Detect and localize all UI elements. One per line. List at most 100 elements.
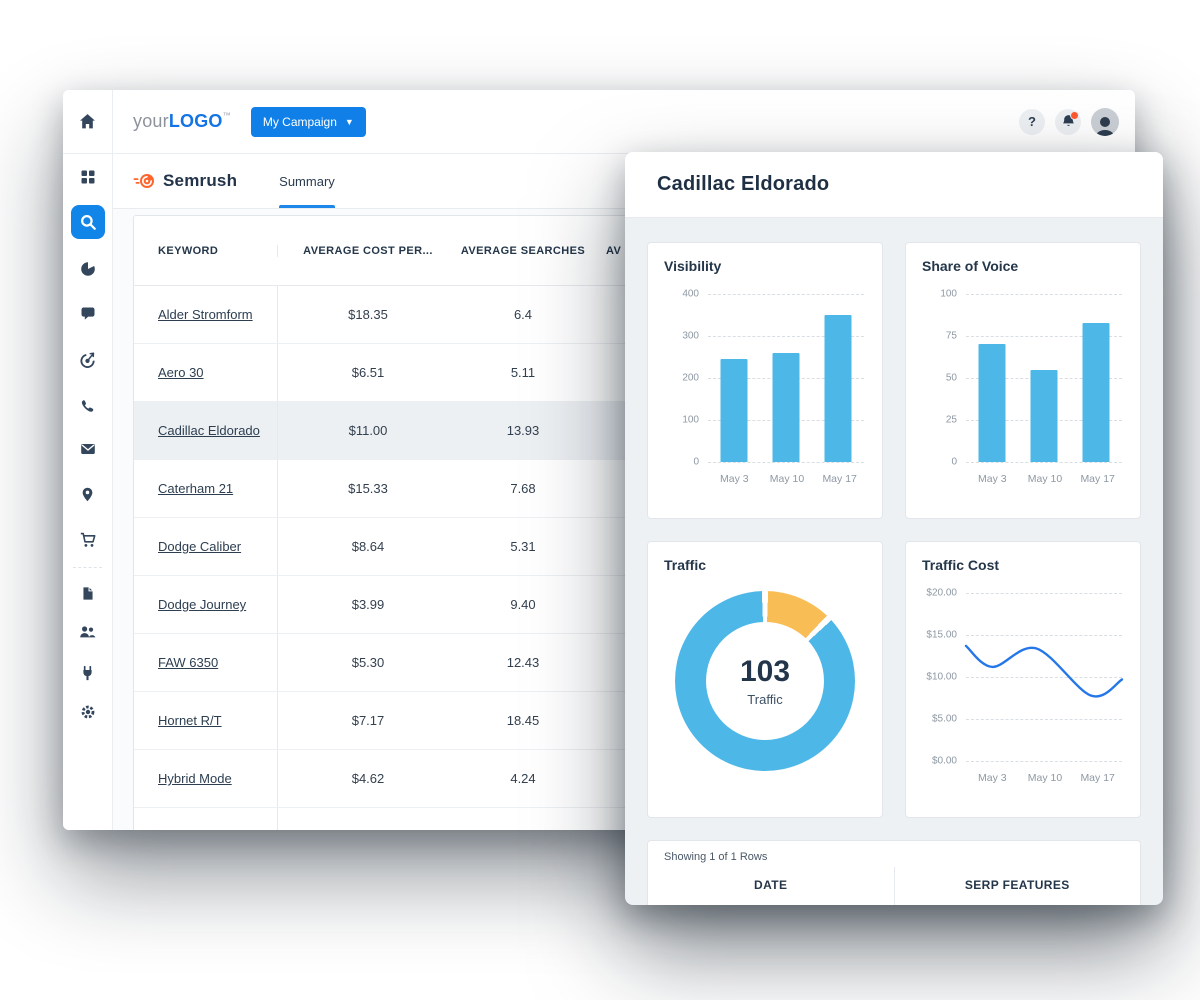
avg-searches-cell: 12.43 bbox=[506, 655, 540, 670]
home-icon bbox=[80, 114, 95, 129]
active-tab-underline bbox=[279, 205, 335, 208]
bar bbox=[1082, 322, 1110, 462]
avg-searches-cell: 18.45 bbox=[506, 713, 540, 728]
sidebar-item-reports[interactable] bbox=[76, 257, 100, 281]
document-icon bbox=[82, 586, 93, 600]
traffic-panel: Traffic 103 Traffic bbox=[647, 541, 883, 818]
donut-ring: 103 Traffic bbox=[675, 591, 855, 771]
avg-cost-cell: $7.17 bbox=[351, 713, 385, 728]
avg-cost-cell: $15.33 bbox=[348, 481, 388, 496]
y-tick-label: $0.00 bbox=[931, 755, 957, 767]
bar bbox=[772, 352, 800, 462]
semrush-brand: Semrush bbox=[133, 171, 237, 191]
keyword-link[interactable]: Dodge Journey bbox=[158, 597, 247, 612]
sidebar-item-users[interactable] bbox=[76, 620, 100, 644]
tab-summary[interactable]: Summary bbox=[279, 154, 335, 208]
sidebar-item-home[interactable] bbox=[63, 90, 112, 154]
sidebar-item-tracking[interactable] bbox=[76, 348, 100, 372]
y-tick-label: $20.00 bbox=[926, 587, 957, 599]
avg-searches-cell: 4.24 bbox=[510, 771, 536, 786]
x-tick-label: May 10 bbox=[1027, 473, 1063, 485]
panel-title-traffic: Traffic bbox=[664, 557, 707, 573]
column-header-date[interactable]: DATE bbox=[754, 878, 788, 892]
gridline bbox=[708, 294, 864, 295]
keyword-link[interactable]: Dodge Caliber bbox=[158, 539, 242, 554]
gridline bbox=[966, 593, 1122, 594]
logo-trademark: ™ bbox=[222, 111, 231, 120]
serp-table: Showing 1 of 1 Rows DATE SERP FEATURES bbox=[647, 840, 1141, 905]
sidebar-divider bbox=[73, 567, 102, 568]
column-header-keyword[interactable]: KEYWORD bbox=[134, 244, 278, 257]
keyword-link[interactable]: Caterham 21 bbox=[158, 481, 234, 496]
y-tick-label: 400 bbox=[682, 288, 699, 300]
keyword-detail-modal: Cadillac Eldorado Visibility 400 300 200 10… bbox=[625, 152, 1163, 905]
target-icon bbox=[80, 352, 95, 368]
avg-cost-cell: $8.64 bbox=[351, 539, 385, 554]
visibility-panel: Visibility 400 300 200 100 0 May 3 May 10 May 1… bbox=[647, 242, 883, 519]
avatar[interactable] bbox=[1091, 107, 1119, 136]
avg-cost-cell: $6.51 bbox=[351, 365, 385, 380]
avg-cost-cell: $11.00 bbox=[348, 423, 388, 438]
avg-searches-cell: 5.11 bbox=[510, 365, 536, 380]
keyword-link[interactable]: Aero 30 bbox=[158, 365, 204, 380]
sidebar-item-shopping[interactable] bbox=[76, 528, 100, 552]
column-header-serp-features[interactable]: SERP FEATURES bbox=[893, 867, 1141, 905]
sidebar-item-apps[interactable] bbox=[76, 165, 100, 189]
chevron-down-icon: ▼ bbox=[344, 116, 354, 127]
notifications-button[interactable] bbox=[1055, 108, 1081, 135]
sidebar-item-documents[interactable] bbox=[76, 581, 100, 605]
sidebar bbox=[63, 90, 113, 830]
semrush-logo-icon bbox=[133, 174, 154, 188]
keyword-link[interactable]: Hornet R/T bbox=[158, 713, 222, 728]
sidebar-item-search[interactable] bbox=[70, 205, 105, 239]
help-label: ? bbox=[1028, 114, 1036, 129]
avg-searches-cell: 13.93 bbox=[506, 423, 540, 438]
y-tick-label: 0 bbox=[951, 456, 957, 468]
share-of-voice-panel: Share of Voice 100 75 50 25 0 May 3 May 10 May … bbox=[905, 242, 1141, 519]
sidebar-item-mail[interactable] bbox=[76, 437, 100, 461]
logo-prefix: your bbox=[133, 111, 169, 131]
y-tick-label: $5.00 bbox=[931, 713, 957, 725]
gridline bbox=[966, 677, 1122, 678]
brand-name: Semrush bbox=[163, 171, 238, 190]
plug-icon bbox=[83, 665, 92, 680]
x-tick-label: May 3 bbox=[978, 473, 1007, 485]
help-button[interactable]: ? bbox=[1019, 108, 1045, 135]
gridline bbox=[966, 294, 1122, 295]
pie-chart-icon bbox=[80, 261, 95, 276]
donut-value: 103 bbox=[739, 655, 791, 688]
x-tick-label: May 10 bbox=[1027, 772, 1063, 784]
location-pin-icon bbox=[82, 487, 93, 501]
y-tick-label: 25 bbox=[945, 414, 957, 426]
keyword-link[interactable]: Cadillac Eldorado bbox=[158, 423, 260, 438]
keyword-link[interactable]: Hybrid Mode bbox=[158, 771, 232, 786]
campaign-dropdown-button[interactable]: My Campaign ▼ bbox=[250, 106, 366, 137]
column-header-avg-cost[interactable]: AVERAGE COST PER... bbox=[303, 244, 433, 257]
y-tick-label: $10.00 bbox=[926, 671, 957, 683]
avg-searches-cell: 9.40 bbox=[510, 597, 536, 612]
donut-center: 103 Traffic bbox=[706, 622, 824, 740]
serp-table-header: DATE SERP FEATURES bbox=[648, 867, 1140, 905]
keyword-link[interactable]: Alder Stromform bbox=[158, 307, 253, 322]
tab-label: Summary bbox=[279, 173, 335, 189]
sidebar-item-local[interactable] bbox=[76, 482, 100, 506]
showing-rows-note: Showing 1 of 1 Rows bbox=[664, 851, 768, 863]
donut-label: Traffic bbox=[747, 692, 783, 707]
sidebar-item-chat[interactable] bbox=[76, 302, 100, 326]
column-header-truncated[interactable]: AV bbox=[606, 244, 622, 257]
modal-header: Cadillac Eldorado bbox=[625, 152, 1163, 218]
avg-searches-cell: 7.68 bbox=[510, 481, 536, 496]
apps-grid-icon bbox=[81, 170, 94, 184]
sidebar-item-integrations[interactable] bbox=[76, 661, 100, 685]
modal-title: Cadillac Eldorado bbox=[657, 173, 830, 195]
keyword-link[interactable]: FAW 6350 bbox=[158, 655, 219, 670]
y-tick-label: 50 bbox=[945, 372, 957, 384]
y-tick-label: 100 bbox=[940, 288, 957, 300]
avg-cost-cell: $4.62 bbox=[351, 771, 385, 786]
y-tick-label: 100 bbox=[682, 414, 699, 426]
y-tick-label: 200 bbox=[682, 372, 699, 384]
sidebar-item-calls[interactable] bbox=[76, 394, 100, 418]
bar bbox=[824, 315, 852, 462]
column-header-avg-searches[interactable]: AVERAGE SEARCHES bbox=[460, 244, 586, 257]
sidebar-item-settings[interactable] bbox=[76, 700, 100, 724]
